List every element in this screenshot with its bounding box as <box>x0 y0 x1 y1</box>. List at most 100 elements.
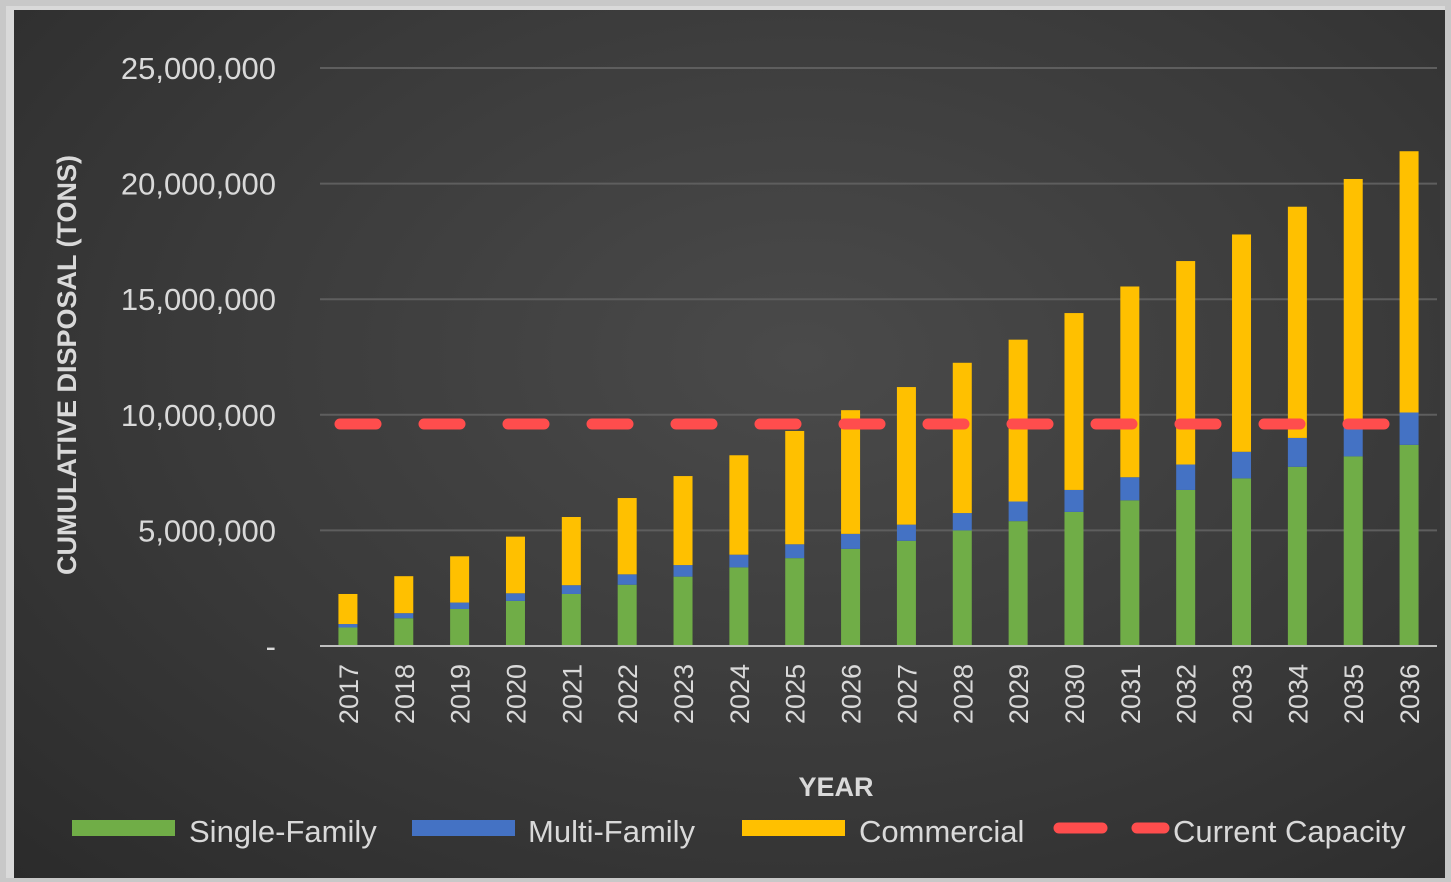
bar-commercial <box>505 536 525 594</box>
x-tick-label: 2036 <box>1395 664 1425 724</box>
bar-single-family <box>1176 489 1196 646</box>
x-tick-label: 2024 <box>725 664 755 724</box>
bar-single-family <box>450 609 470 646</box>
bar-commercial <box>450 556 470 603</box>
chart-frame: - 5,000,000 10,000,000 15,000,000 20,000,000… <box>6 6 1445 878</box>
bar-single-family <box>338 627 358 646</box>
bar-commercial <box>561 516 581 586</box>
bar-commercial <box>896 387 916 525</box>
bar-single-family <box>1287 466 1307 646</box>
bar-multi-family <box>1120 477 1140 501</box>
bar-commercial <box>617 498 637 575</box>
y-tick-label: - <box>266 629 276 664</box>
bar-commercial <box>1343 178 1363 426</box>
x-tick-label: 2020 <box>501 664 531 724</box>
x-tick-label: 2035 <box>1339 664 1369 724</box>
bar-single-family <box>1399 444 1419 646</box>
y-tick-label: 25,000,000 <box>121 51 276 86</box>
y-axis-title: CUMULATIVE DISPOSAL (TONS) <box>52 155 82 575</box>
x-tick-label: 2022 <box>613 664 643 724</box>
x-tick-label: 2033 <box>1228 664 1258 724</box>
bar-single-family <box>1343 456 1363 646</box>
bar-multi-family <box>338 624 358 628</box>
bar-single-family <box>561 593 581 646</box>
x-tick-label: 2026 <box>837 664 867 724</box>
bar-multi-family <box>1232 451 1252 479</box>
y-tick-label: 15,000,000 <box>121 282 276 317</box>
y-tick-label: 5,000,000 <box>138 513 276 548</box>
bars <box>338 151 1419 646</box>
legend-swatch-commercial <box>742 820 845 836</box>
y-tick-label: 20,000,000 <box>121 167 276 202</box>
legend: Single-Family Multi-Family Commercial Curre… <box>72 814 1406 849</box>
x-axis: 2017 2018 2019 2020 2021 2022 2023 2024 2025 2026… <box>334 664 1425 724</box>
bar-multi-family <box>1176 464 1196 490</box>
x-tick-label: 2029 <box>1004 664 1034 724</box>
bar-single-family <box>617 584 637 646</box>
bar-multi-family <box>729 554 749 568</box>
x-tick-label: 2018 <box>390 664 420 724</box>
bar-multi-family <box>1064 489 1084 512</box>
bar-commercial <box>785 430 805 545</box>
legend-label-single-family: Single-Family <box>189 814 377 849</box>
bar-commercial <box>1120 286 1140 478</box>
bar-commercial <box>1232 234 1252 452</box>
x-tick-label: 2027 <box>892 664 922 724</box>
chart-svg: - 5,000,000 10,000,000 15,000,000 20,000,000… <box>52 51 1437 849</box>
bar-single-family <box>785 558 805 646</box>
bar-multi-family <box>673 565 693 577</box>
gridlines <box>320 67 1437 532</box>
bar-single-family <box>729 567 749 646</box>
x-tick-label: 2017 <box>334 664 364 724</box>
legend-label-commercial: Commercial <box>859 814 1024 849</box>
bar-multi-family <box>841 533 861 549</box>
bar-multi-family <box>1287 437 1307 467</box>
bar-multi-family <box>505 593 525 601</box>
bar-multi-family <box>952 513 972 531</box>
bar-single-family <box>841 548 861 646</box>
x-tick-label: 2031 <box>1116 664 1146 724</box>
x-tick-label: 2019 <box>446 664 476 724</box>
x-tick-label: 2025 <box>781 664 811 724</box>
legend-label-multi-family: Multi-Family <box>528 814 696 849</box>
bar-multi-family <box>896 524 916 541</box>
bar-single-family <box>896 540 916 646</box>
bar-multi-family <box>1343 425 1363 457</box>
bar-commercial <box>952 362 972 514</box>
legend-swatch-single-family <box>72 820 175 836</box>
bar-commercial <box>394 576 414 614</box>
bar-multi-family <box>1008 501 1028 522</box>
x-tick-label: 2028 <box>948 664 978 724</box>
bar-single-family <box>505 600 525 646</box>
bar-multi-family <box>450 602 470 610</box>
x-tick-label: 2034 <box>1283 664 1313 724</box>
chart-area: - 5,000,000 10,000,000 15,000,000 20,000,000… <box>14 10 1445 878</box>
bar-single-family <box>1232 478 1252 646</box>
bar-single-family <box>1008 521 1028 646</box>
y-axis: - 5,000,000 10,000,000 15,000,000 20,000,000… <box>121 51 1437 664</box>
x-tick-label: 2030 <box>1060 664 1090 724</box>
bar-commercial <box>1176 261 1196 465</box>
bar-multi-family <box>561 585 581 594</box>
x-tick-label: 2021 <box>557 664 587 724</box>
bar-single-family <box>1120 500 1140 646</box>
x-tick-label: 2023 <box>669 664 699 724</box>
bar-multi-family <box>1399 412 1419 445</box>
bar-commercial <box>673 476 693 566</box>
bar-multi-family <box>617 574 637 585</box>
bar-commercial <box>1399 151 1419 413</box>
bar-multi-family <box>394 613 414 619</box>
bar-commercial <box>1064 313 1084 490</box>
bar-commercial <box>1287 206 1307 438</box>
legend-swatch-multi-family <box>412 820 515 836</box>
bar-commercial <box>729 455 749 555</box>
bar-single-family <box>394 618 414 646</box>
bar-commercial <box>338 593 358 625</box>
bar-multi-family <box>785 544 805 559</box>
x-tick-label: 2032 <box>1172 664 1202 724</box>
x-axis-title: YEAR <box>798 772 873 802</box>
legend-label-current-capacity: Current Capacity <box>1173 814 1406 849</box>
bar-single-family <box>952 530 972 646</box>
bar-single-family <box>1064 511 1084 646</box>
bar-commercial <box>841 410 861 534</box>
